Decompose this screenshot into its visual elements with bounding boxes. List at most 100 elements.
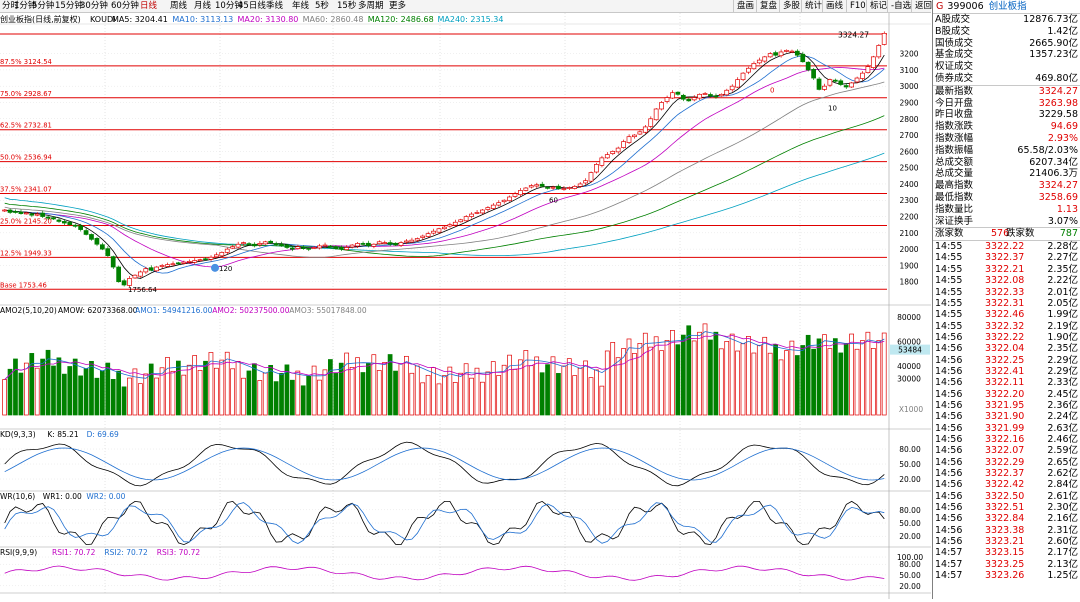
tick-row: 14:56 3322.29 2.65亿 <box>933 457 1080 468</box>
volume-bar <box>594 369 599 416</box>
tick-list[interactable]: 14:55 3322.22 2.28亿 14:55 3322.37 2.27亿 14:55 3… <box>933 241 1080 581</box>
candle <box>713 95 719 98</box>
period-tab[interactable]: 5秒 <box>315 1 329 11</box>
volume-bar <box>588 377 594 416</box>
tick-amount: 2.22亿 <box>1047 275 1078 287</box>
volume-bar <box>45 349 51 416</box>
volume-bar <box>800 345 806 416</box>
candle <box>615 147 621 153</box>
volume-bar <box>143 373 149 416</box>
volume-bar <box>556 373 561 416</box>
volume-bar <box>822 334 827 416</box>
tick-row: 14:56 3322.20 2.45亿 <box>933 389 1080 400</box>
index-header[interactable]: G 399006 创业板指 <box>933 0 1080 14</box>
candle <box>881 32 887 45</box>
period-tab[interactable]: 15分钟 <box>55 1 83 11</box>
turnover-row: B股成交 1.42亿 <box>933 26 1080 38</box>
volume-bar <box>680 334 686 416</box>
period-tab[interactable]: 60分钟 <box>111 1 139 11</box>
tick-row: 14:55 3322.32 2.19亿 <box>933 321 1080 332</box>
tick-amount: 2.16亿 <box>1047 513 1078 525</box>
tick-price: 3322.11 <box>985 377 1025 389</box>
volume-bar <box>203 360 208 416</box>
period-tab[interactable]: 10分钟 <box>215 1 243 11</box>
toolbar-button[interactable]: 多股 <box>779 0 803 12</box>
volume-bar <box>414 365 420 416</box>
y-tick-label: 2700 <box>899 131 918 140</box>
volume-bar <box>382 362 388 416</box>
tick-row: 14:56 3321.99 2.63亿 <box>933 423 1080 434</box>
turnover-label: B股成交 <box>935 25 971 37</box>
period-tab[interactable]: 季线 <box>266 1 284 11</box>
period-tab[interactable]: 年线 <box>292 1 310 11</box>
y-tick-label: 2500 <box>899 164 918 173</box>
toolbar-button[interactable]: F10 <box>846 0 869 12</box>
stat-row: 指数振幅 65.58/2.03% <box>933 145 1080 157</box>
toolbar-button[interactable]: 返回 <box>911 0 935 12</box>
period-tab[interactable]: 更多 <box>389 1 407 11</box>
volume-bar <box>72 358 78 416</box>
candle <box>235 243 241 248</box>
volume-bar <box>40 358 45 416</box>
tick-row: 14:55 3322.08 2.22亿 <box>933 275 1080 286</box>
toolbar-button[interactable]: -自选 <box>887 0 914 12</box>
y-tick-label: 80.00 <box>899 560 921 569</box>
stat-row: 最高指数 3324.27 <box>933 180 1080 192</box>
candle <box>51 217 56 220</box>
candle <box>604 154 610 159</box>
period-tab[interactable]: 45日线 <box>238 1 266 11</box>
candle <box>724 89 730 96</box>
tick-row: 14:56 3322.11 2.33亿 <box>933 377 1080 388</box>
toolbar-button[interactable]: 标记 <box>866 0 890 12</box>
volume-bar <box>94 377 100 416</box>
stat-value: 65.58/2.03% <box>1017 144 1078 156</box>
tick-row: 14:55 3322.33 2.01亿 <box>933 287 1080 298</box>
period-tab[interactable]: 月线 <box>194 1 212 11</box>
toolbar-button[interactable]: 统计 <box>801 0 825 12</box>
period-tab[interactable]: 日线 <box>140 1 158 11</box>
candle <box>843 85 849 88</box>
stat-value: 3263.98 <box>1038 97 1078 109</box>
toolbar-button[interactable]: 画线 <box>822 0 846 12</box>
volume-bar <box>116 370 121 416</box>
toolbar-button[interactable]: 盘画 <box>733 0 757 12</box>
period-tab[interactable]: 周线 <box>170 1 188 11</box>
volume-bar <box>230 368 236 416</box>
volume-bar <box>56 357 62 416</box>
current-value-box <box>890 344 930 355</box>
up-count-label: 涨家数 <box>935 228 964 240</box>
volume-bar <box>485 371 491 416</box>
candle <box>262 241 268 245</box>
period-tab[interactable]: 5分钟 <box>32 1 55 11</box>
period-tab[interactable]: 15秒 <box>337 1 357 11</box>
volume-bar <box>653 336 659 416</box>
volume-bar <box>539 372 545 416</box>
pane-legend-item: AMO1: 54941216.00 <box>135 306 213 315</box>
period-tab[interactable]: 30分钟 <box>80 1 108 11</box>
osc-line <box>4 447 885 481</box>
y-tick-label: 50.00 <box>899 519 921 528</box>
volume-bar <box>257 380 263 416</box>
y-tick-label: 2400 <box>899 180 918 189</box>
stat-row: 今日开盘 3263.98 <box>933 98 1080 110</box>
ma-line-ma5 <box>4 51 885 279</box>
turnover-label: 债券成交 <box>935 72 974 84</box>
stat-label: 昨日收盘 <box>935 109 974 121</box>
toolbar-button[interactable]: 复盘 <box>756 0 780 12</box>
high-annotation: 3324.27 <box>838 30 869 39</box>
volume-bar <box>686 325 692 416</box>
period-tab[interactable]: 多周期 <box>358 1 384 11</box>
candle <box>431 230 436 234</box>
tick-price: 3322.20 <box>985 388 1025 400</box>
osc-legend: WR(10,6) WR1: 0.00 WR2: 0.00 <box>0 492 126 501</box>
candle <box>387 242 393 245</box>
period-tab[interactable]: 1分钟 <box>14 1 37 11</box>
stat-row: 深证换手 3.07% <box>933 216 1080 228</box>
candle <box>306 247 312 250</box>
y-tick-label: 40000 <box>897 362 921 371</box>
volume-bar <box>767 352 773 416</box>
period-tab[interactable]: 分时 <box>2 1 20 11</box>
volume-bar <box>78 375 83 416</box>
candle <box>203 258 208 261</box>
candle <box>550 186 556 189</box>
